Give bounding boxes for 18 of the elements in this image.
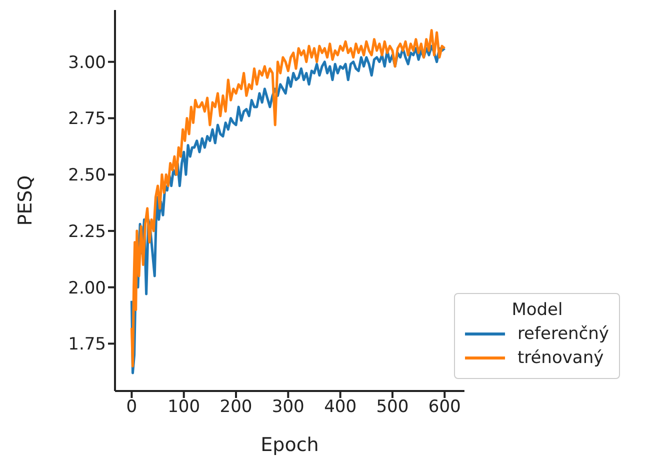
- legend-title: Model: [510, 300, 564, 320]
- y-tick-label: 2.50: [68, 166, 106, 186]
- y-tick-label: 3.00: [68, 52, 106, 73]
- x-tick-label: 600: [428, 397, 461, 418]
- y-tick-label: 2.00: [68, 278, 106, 298]
- legend-label: referenčný: [517, 324, 609, 344]
- y-axis-title: PESQ: [14, 175, 37, 226]
- x-axis-title: Epoch: [260, 434, 319, 456]
- y-tick-label: 1.75: [68, 334, 106, 355]
- x-tick-label: 0: [126, 397, 138, 418]
- y-tick-label: 2.75: [68, 109, 106, 130]
- x-tick-label: 100: [168, 397, 200, 418]
- x-tick-label: 200: [220, 397, 252, 418]
- x-tick-label: 300: [272, 397, 304, 418]
- legend-label: trénovaný: [517, 348, 604, 368]
- x-tick-label: 400: [324, 397, 357, 418]
- y-tick-label: 2.25: [68, 222, 106, 242]
- x-tick-label: 500: [376, 397, 409, 418]
